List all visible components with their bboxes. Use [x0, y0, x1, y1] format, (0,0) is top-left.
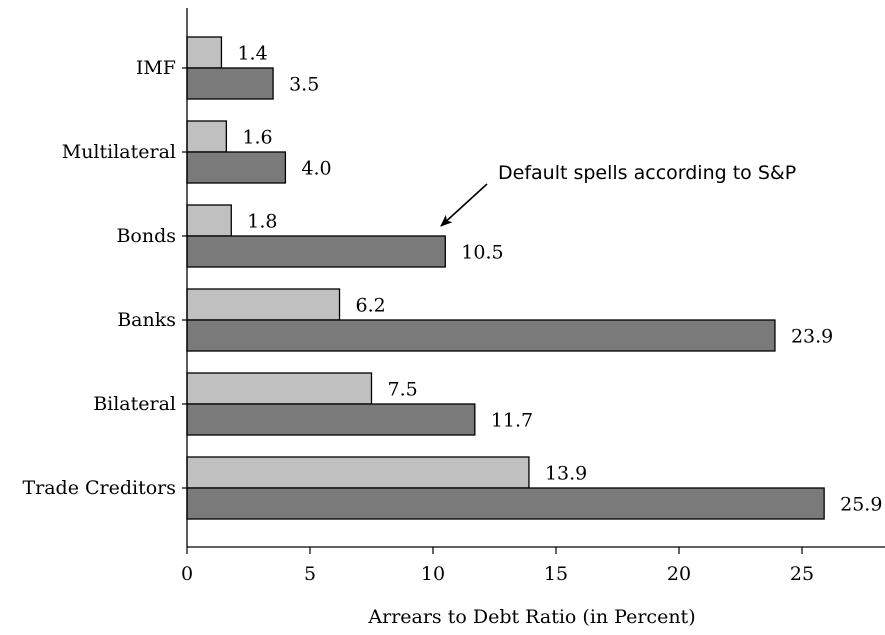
- value-label-s1-1: 1.6: [242, 127, 272, 149]
- x-tick-label-4: 20: [667, 563, 691, 585]
- category-label-0: IMF: [136, 57, 176, 79]
- bar-s2-3: [186, 319, 776, 352]
- category-label-3: Banks: [117, 309, 176, 331]
- bar-s2-2: [186, 235, 446, 268]
- x-tick-label-0: 0: [181, 563, 193, 585]
- value-label-s1-5: 13.9: [545, 463, 587, 485]
- value-label-s2-4: 11.7: [491, 410, 533, 432]
- bar-s1-4: [186, 372, 373, 405]
- bar-s2-0: [186, 67, 274, 100]
- x-axis-label: Arrears to Debt Ratio (in Percent): [367, 606, 695, 628]
- value-label-s2-2: 10.5: [461, 242, 503, 264]
- annotation-arrow: [440, 183, 488, 227]
- x-tick-label-1: 5: [304, 563, 316, 585]
- category-label-2: Bonds: [116, 225, 176, 247]
- annotation-text: Default spells according to S&P: [498, 162, 796, 184]
- bar-s1-3: [186, 288, 341, 321]
- bar-s1-2: [186, 204, 232, 237]
- bar-s2-5: [186, 487, 825, 520]
- value-label-s2-0: 3.5: [289, 74, 319, 96]
- value-label-s1-3: 6.2: [356, 295, 386, 317]
- value-label-s1-0: 1.4: [237, 43, 267, 65]
- bar-s2-1: [186, 151, 287, 184]
- bar-s1-5: [186, 456, 530, 489]
- value-label-s2-5: 25.9: [840, 494, 882, 516]
- value-label-s1-2: 1.8: [247, 211, 277, 233]
- value-label-s1-4: 7.5: [388, 379, 418, 401]
- x-tick-label-2: 10: [421, 563, 445, 585]
- category-label-1: Multilateral: [62, 141, 176, 163]
- bar-s1-1: [186, 120, 228, 153]
- category-label-5: Trade Creditors: [22, 477, 176, 499]
- bar-s2-4: [186, 403, 476, 436]
- bar-s1-0: [186, 36, 223, 69]
- category-label-4: Bilateral: [93, 393, 176, 415]
- x-tick-label-3: 15: [544, 563, 568, 585]
- value-label-s2-3: 23.9: [791, 326, 833, 348]
- x-tick-label-5: 25: [790, 563, 814, 585]
- value-label-s2-1: 4.0: [301, 158, 331, 180]
